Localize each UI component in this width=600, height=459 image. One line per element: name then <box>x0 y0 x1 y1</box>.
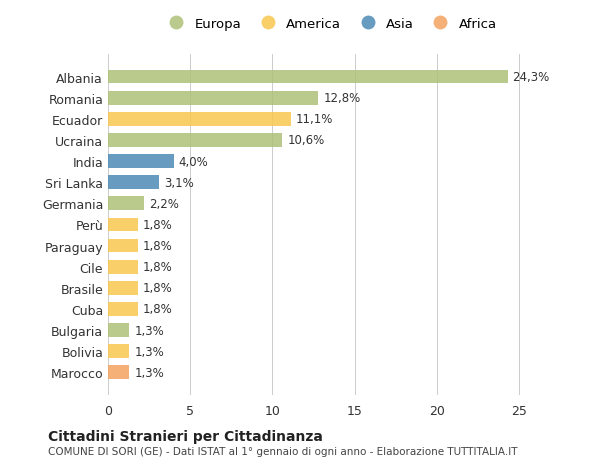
Text: 1,3%: 1,3% <box>134 345 164 358</box>
Bar <box>108 281 137 295</box>
Text: COMUNE DI SORI (GE) - Dati ISTAT al 1° gennaio di ogni anno - Elaborazione TUTTI: COMUNE DI SORI (GE) - Dati ISTAT al 1° g… <box>48 446 517 456</box>
Text: 1,8%: 1,8% <box>143 282 172 295</box>
Text: 24,3%: 24,3% <box>512 71 550 84</box>
Text: 2,2%: 2,2% <box>149 197 179 210</box>
Text: 12,8%: 12,8% <box>323 92 361 105</box>
Bar <box>108 239 137 253</box>
Bar <box>108 345 130 358</box>
Text: 1,8%: 1,8% <box>143 261 172 274</box>
Bar <box>108 197 144 211</box>
Text: 1,8%: 1,8% <box>143 218 172 231</box>
Bar <box>108 324 130 337</box>
Bar <box>108 92 319 105</box>
Bar <box>108 176 159 190</box>
Text: 4,0%: 4,0% <box>179 155 208 168</box>
Bar <box>108 260 137 274</box>
Bar <box>108 366 130 379</box>
Bar <box>108 155 174 168</box>
Bar <box>108 302 137 316</box>
Bar <box>108 71 508 84</box>
Text: Cittadini Stranieri per Cittadinanza: Cittadini Stranieri per Cittadinanza <box>48 429 323 443</box>
Bar <box>108 134 283 147</box>
Text: 11,1%: 11,1% <box>295 113 333 126</box>
Bar <box>108 112 290 126</box>
Legend: Europa, America, Asia, Africa: Europa, America, Asia, Africa <box>163 17 497 30</box>
Text: 1,8%: 1,8% <box>143 303 172 316</box>
Text: 10,6%: 10,6% <box>287 134 325 147</box>
Bar <box>108 218 137 232</box>
Text: 1,8%: 1,8% <box>143 240 172 252</box>
Text: 1,3%: 1,3% <box>134 366 164 379</box>
Text: 1,3%: 1,3% <box>134 324 164 337</box>
Text: 3,1%: 3,1% <box>164 176 194 189</box>
